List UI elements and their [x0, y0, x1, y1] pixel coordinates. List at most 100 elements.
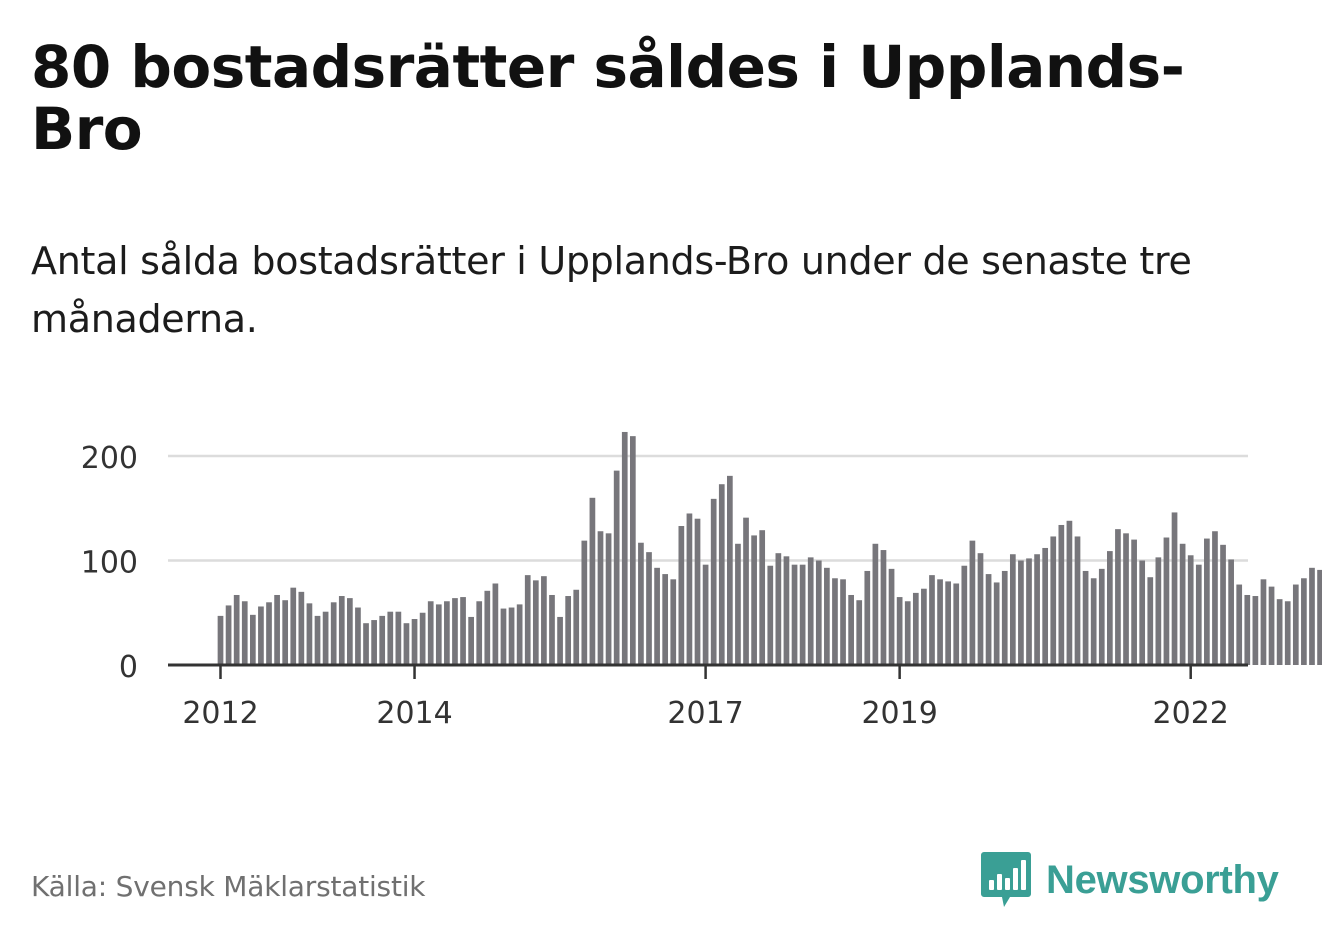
bar [961, 565, 968, 665]
bar [1098, 568, 1105, 665]
y-axis-ticks: 0 100 200 [81, 441, 138, 685]
bar [783, 556, 790, 665]
bar [371, 620, 377, 665]
bar [1292, 584, 1299, 665]
bar [985, 574, 992, 665]
bar [815, 560, 822, 665]
bar [444, 601, 450, 665]
bar [775, 553, 782, 665]
bar [824, 567, 830, 665]
bar [306, 603, 313, 665]
gridlines [168, 454, 1248, 562]
bar [1082, 570, 1089, 665]
x-tick-label: 2012 [182, 696, 258, 731]
bar [904, 601, 911, 665]
bar [945, 581, 951, 665]
bar [613, 470, 620, 665]
bar [355, 607, 361, 665]
bar [1276, 599, 1283, 665]
bar [1284, 601, 1291, 665]
x-tick-label: 2019 [861, 696, 937, 731]
bar [799, 564, 806, 665]
bar [743, 517, 749, 665]
bar [266, 602, 272, 665]
bar [718, 484, 725, 665]
bar [541, 576, 547, 665]
bar [500, 608, 507, 665]
bar [1034, 554, 1040, 665]
bar [1236, 584, 1243, 665]
bar [1090, 578, 1097, 665]
bar [880, 550, 887, 665]
bar [621, 431, 628, 665]
bar [1317, 569, 1322, 665]
bar [1187, 555, 1194, 665]
bar [832, 578, 838, 665]
bar [298, 591, 305, 665]
y-tick-label: 100 [81, 546, 138, 581]
bar [468, 616, 474, 665]
chart-title: 80 bostadsrätter såldes i Upplands-Bro [31, 33, 1185, 163]
bar-chart-speech-bubble-icon [981, 852, 1031, 907]
bar [1244, 594, 1251, 665]
bar [1195, 564, 1202, 665]
bar [678, 526, 685, 665]
bar [387, 611, 394, 665]
bar [274, 594, 280, 665]
y-tick-label: 0 [119, 650, 138, 685]
bar [1026, 558, 1032, 665]
bar [848, 594, 854, 665]
bar [314, 615, 321, 665]
bar [258, 606, 264, 665]
bar [646, 552, 652, 665]
bar [969, 540, 976, 665]
bar [524, 575, 531, 665]
x-tick-label: 2022 [1153, 696, 1229, 731]
bar [791, 564, 798, 665]
bar [807, 557, 814, 665]
bar [322, 611, 329, 665]
bar [1179, 543, 1186, 665]
source-credit: Källa: Svensk Mäklarstatistik [31, 870, 426, 903]
x-tick-label: 2017 [667, 696, 743, 731]
bar [419, 612, 426, 665]
bar [338, 596, 345, 665]
bar [1252, 596, 1259, 665]
bar [476, 601, 483, 665]
bar [937, 579, 943, 665]
bar [1066, 520, 1073, 665]
chart-subtitle: Antal sålda bostadsrätter i Upplands-Bro… [31, 239, 1192, 341]
bar [516, 604, 523, 665]
bar [484, 590, 491, 665]
bar [912, 592, 919, 665]
bar [290, 587, 297, 665]
bar [872, 543, 879, 665]
bar [427, 601, 434, 665]
bar [532, 580, 539, 665]
bar [452, 598, 458, 665]
bar [1107, 551, 1113, 665]
bar [1301, 578, 1307, 665]
bar [557, 616, 563, 665]
bar [282, 600, 289, 665]
bars [217, 431, 1322, 665]
bar [1001, 570, 1008, 665]
bar [1268, 586, 1275, 665]
bar [1018, 560, 1024, 665]
bar [888, 568, 895, 665]
bar [896, 597, 903, 665]
bar [694, 518, 701, 665]
bar [638, 542, 644, 665]
bar [1204, 538, 1210, 665]
bar [1228, 559, 1234, 665]
bar [435, 604, 442, 665]
bar [460, 597, 466, 665]
bar [953, 583, 960, 665]
bar [751, 535, 757, 665]
bar [921, 588, 927, 665]
bar [581, 540, 588, 665]
bar [573, 589, 580, 665]
bar [1115, 529, 1121, 665]
bar [241, 601, 248, 665]
